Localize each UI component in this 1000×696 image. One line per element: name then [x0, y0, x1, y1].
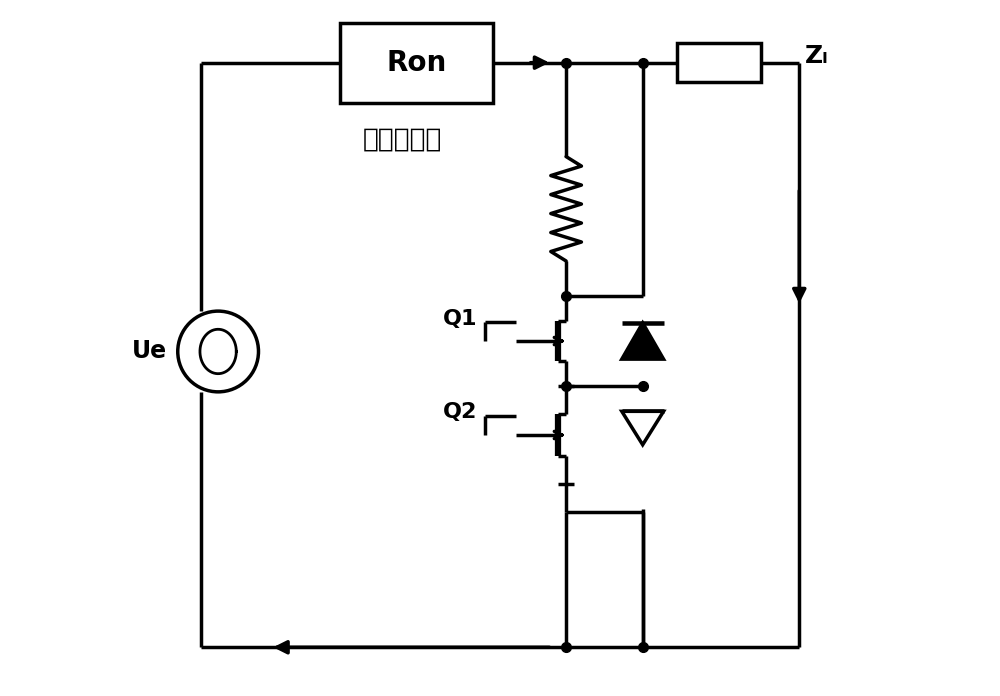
Polygon shape — [622, 411, 664, 445]
Text: Ue: Ue — [132, 340, 167, 363]
Text: Zₗ: Zₗ — [805, 44, 829, 68]
Text: 固态断路器: 固态断路器 — [363, 126, 442, 152]
Bar — [677, 43, 761, 81]
Text: Ron: Ron — [386, 49, 447, 77]
Text: Q2: Q2 — [443, 402, 478, 422]
Polygon shape — [622, 323, 664, 359]
Bar — [340, 22, 493, 102]
Text: Q1: Q1 — [443, 308, 478, 329]
